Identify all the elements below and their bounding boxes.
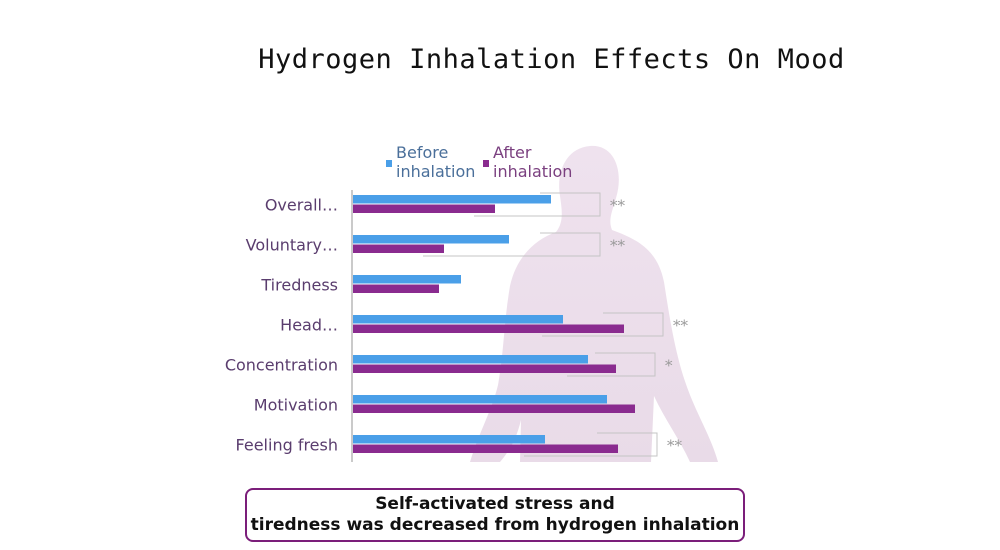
legend-swatch	[386, 160, 392, 167]
significance-bracket	[423, 232, 601, 257]
significance-marker: *	[665, 357, 673, 375]
caption-box: Self-activated stress and tiredness was …	[245, 488, 745, 542]
significance-marker: **	[610, 197, 626, 215]
category-label: Voluntary…	[246, 236, 338, 255]
bar-before	[353, 355, 588, 364]
category-label: Motivation	[254, 396, 338, 415]
bar-after	[353, 204, 495, 213]
significance-bracket	[474, 192, 601, 217]
bar-before	[353, 435, 545, 444]
bar-after	[353, 444, 618, 453]
category-label: Head…	[280, 316, 338, 335]
bar-before	[353, 315, 563, 324]
legend-label: inhalation	[493, 162, 572, 181]
bar-before	[353, 275, 461, 284]
category-label: Tiredness	[260, 276, 338, 295]
category-label: Feeling fresh	[236, 436, 338, 455]
woman-silhouette-background	[470, 145, 718, 462]
significance-marker: **	[667, 437, 683, 455]
bar-after	[353, 404, 635, 413]
legend-label: inhalation	[396, 162, 475, 181]
bar-after	[353, 284, 439, 293]
bar-after	[353, 244, 444, 253]
significance-bracket	[542, 312, 664, 337]
significance-marker: **	[610, 237, 626, 255]
category-label: Concentration	[225, 356, 338, 375]
category-label: Overall…	[265, 196, 338, 215]
significance-marker: **	[673, 317, 689, 335]
bar-before	[353, 235, 509, 244]
significance-bracket	[524, 432, 658, 457]
bar-before	[353, 395, 607, 404]
significance-bracket	[567, 352, 656, 377]
caption-line-2: tiredness was decreased from hydrogen in…	[250, 515, 740, 535]
chart-title: Hydrogen Inhalation Effects On Mood	[258, 44, 845, 75]
bar-after	[353, 364, 616, 373]
caption-line-1: Self-activated stress and	[375, 494, 615, 514]
bar-before	[353, 195, 551, 204]
legend-swatch	[483, 160, 489, 167]
legend-label: After	[493, 143, 532, 162]
bar-after	[353, 324, 624, 333]
legend-label: Before	[396, 143, 448, 162]
